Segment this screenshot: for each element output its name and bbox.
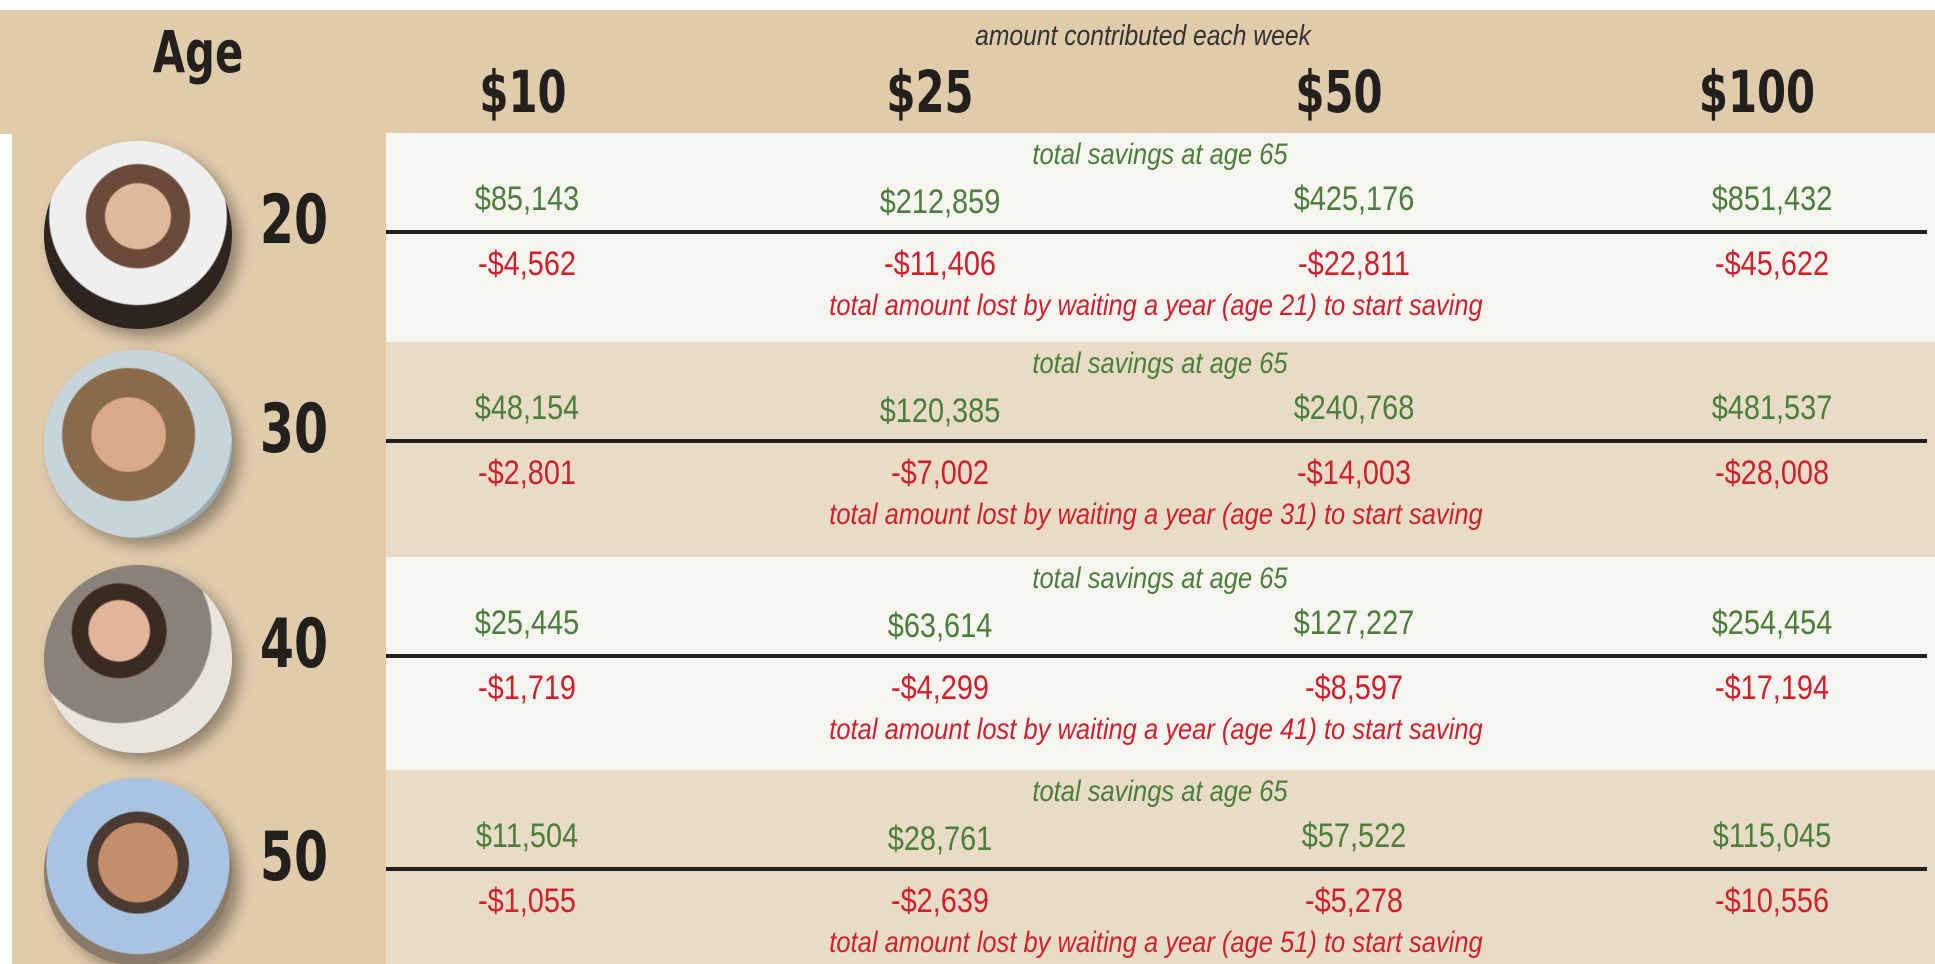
loss-value: -$8,597 [1305,669,1403,708]
loss-value: -$1,719 [478,669,576,708]
savings-value: $85,143 [475,180,579,219]
loss-value: -$11,406 [884,245,996,284]
loss-value: -$45,622 [1715,245,1829,284]
age: 50 [260,818,328,897]
divider [386,654,1927,658]
age-header: Age [153,18,244,86]
age: 20 [260,181,328,260]
savings-value: $254,454 [1712,604,1833,643]
loss-value: -$10,556 [1715,882,1829,921]
caption: amount contributed each week [975,20,1311,53]
age: 40 [260,605,328,684]
portrait [44,350,232,538]
loss-value: -$22,811 [1298,245,1410,284]
infographic: Age amount contributed each week $10 $25 $… [0,0,1935,964]
loss-label: total amount lost by waiting a year (age… [829,498,1482,532]
age: 30 [260,390,328,469]
savings-value: $120,385 [880,392,1001,431]
loss-value: -$1,055 [478,882,576,921]
amount-header: $100 [1699,58,1815,126]
savings-label: total savings at age 65 [1032,347,1287,381]
loss-value: -$4,562 [478,245,576,284]
loss-value: -$2,639 [891,882,989,921]
savings-value: $481,537 [1712,389,1833,428]
loss-value: -$28,008 [1715,454,1829,493]
portrait [44,141,232,329]
loss-value: -$17,194 [1715,669,1829,708]
amount-header: $25 [886,58,973,126]
loss-value: -$7,002 [891,454,989,493]
loss-value: -$4,299 [891,669,989,708]
loss-value: -$5,278 [1305,882,1403,921]
divider [386,867,1927,871]
divider [386,439,1927,443]
savings-value: $25,445 [475,604,579,643]
savings-label: total savings at age 65 [1032,562,1287,596]
savings-value: $240,768 [1294,389,1415,428]
savings-value: $11,504 [476,817,578,856]
loss-label: total amount lost by waiting a year (age… [829,713,1482,747]
savings-value: $28,761 [888,820,992,859]
savings-value: $63,614 [888,607,992,646]
savings-value: $212,859 [880,183,1001,222]
portrait [44,565,232,753]
amount-header: $50 [1295,58,1382,126]
savings-value: $425,176 [1294,180,1415,219]
savings-label: total savings at age 65 [1032,138,1287,172]
divider [386,230,1927,234]
savings-value: $115,045 [1713,817,1831,856]
amount-header: $10 [479,58,566,126]
loss-value: -$14,003 [1297,454,1411,493]
savings-value: $851,432 [1712,180,1833,219]
loss-label: total amount lost by waiting a year (age… [829,289,1482,323]
savings-value: $48,154 [475,389,579,428]
savings-value: $127,227 [1294,604,1415,643]
loss-label: total amount lost by waiting a year (age… [829,926,1482,960]
savings-value: $57,522 [1302,817,1406,856]
loss-value: -$2,801 [478,454,576,493]
portrait [44,778,232,964]
savings-label: total savings at age 65 [1032,775,1287,809]
